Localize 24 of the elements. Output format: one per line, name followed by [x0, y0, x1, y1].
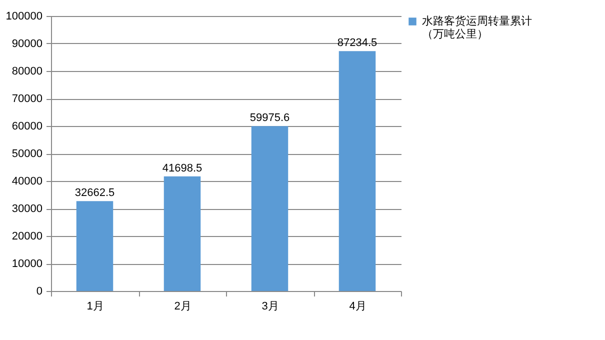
legend-label: 水路客货运周转量累计（万吨公里） — [422, 14, 532, 40]
bar — [338, 51, 376, 291]
x-tick-label: 1月 — [86, 300, 104, 312]
x-tick-label: 4月 — [349, 300, 366, 312]
bar — [164, 176, 201, 291]
y-tick-label: 30000 — [12, 203, 42, 215]
data-label: 87234.5 — [337, 37, 378, 50]
bar — [251, 126, 288, 291]
bar — [76, 201, 114, 291]
data-label: 41698.5 — [162, 162, 202, 174]
data-label: 32662.5 — [74, 187, 115, 200]
y-tick-label: 90000 — [12, 38, 42, 50]
y-tick-label: 60000 — [12, 120, 42, 132]
y-tick-label: 40000 — [12, 176, 42, 188]
y-tick-label: 20000 — [12, 230, 42, 242]
x-tick-label: 3月 — [262, 300, 279, 312]
y-tick-label: 0 — [36, 286, 42, 298]
data-label: 59975.6 — [250, 112, 290, 124]
y-tick-label: 10000 — [12, 258, 42, 270]
y-tick-label: 100000 — [6, 10, 42, 22]
y-tick-label: 50000 — [12, 148, 42, 160]
y-tick-label: 70000 — [12, 93, 42, 105]
x-tick-label: 2月 — [174, 300, 192, 312]
y-tick-label: 80000 — [12, 66, 42, 78]
